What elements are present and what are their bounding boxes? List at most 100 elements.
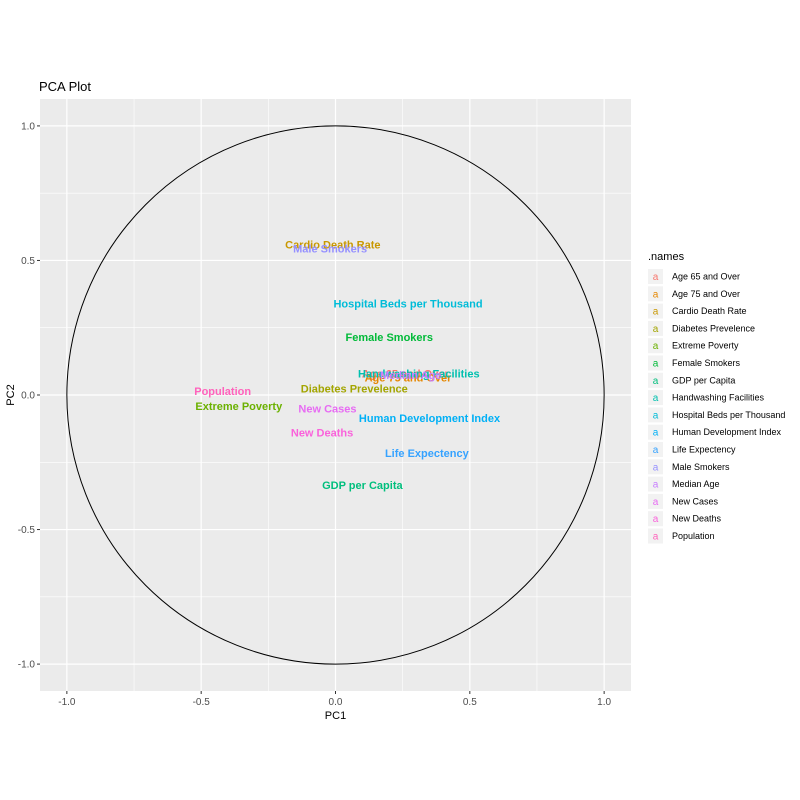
legend-key-background [648,407,663,423]
legend-item-male-smokers: a Male Smokers [648,459,730,475]
legend-item-extreme-poverty: a Extreme Poverty [648,338,739,354]
legend-key-glyph: a [653,480,659,491]
legend-key-glyph: a [653,393,659,404]
legend-key-glyph: a [653,462,659,473]
point-label-handwashing-facilities: Handwashing Facilities [358,368,480,380]
point-label-hospital-beds-per-thousand: Hospital Beds per Thousand [333,299,482,311]
major-gridlines [40,99,631,691]
legend-key-glyph: a [653,289,659,300]
legend-item-life-expectency: a Life Expectency [648,442,736,457]
legend-key-background [648,459,663,475]
legend-key-glyph: a [653,445,659,456]
legend-item-age-75-and-over: a Age 75 and Over [648,286,740,302]
x-axis-title: PC1 [325,710,346,722]
legend-key-glyph: a [653,514,659,525]
point-label-cardio-death-rate: Cardio Death Rate [285,239,380,251]
legend-item-new-cases: a New Cases [648,493,719,509]
y-tick-label: 0.5 [21,256,35,267]
legend-key-background [648,355,663,371]
point-label-median-age: Median Age [380,370,441,382]
legend-label: New Deaths [672,514,722,524]
legend-key-background [648,372,663,388]
legend-label: Cardio Death Rate [672,306,747,316]
y-axis-ticks: -1.0 -0.5 0.0 0.5 1.0 [18,121,40,671]
legend-item-gdp-per-capita: a GDP per Capita [648,372,735,388]
legend-key-background [648,390,663,406]
unit-circle-layer [66,125,605,665]
point-label-age-75-and-over: Age 75 and Over [365,373,453,385]
point-label-diabetes-prevelence: Diabetes Prevelence [301,383,408,395]
point-label-life-expectency: Life Expectency [385,448,470,460]
legend-item-diabetes-prevelence: a Diabetes Prevelence [648,320,755,336]
legend-key-background [648,338,663,354]
legend-label: Handwashing Facilities [672,393,765,403]
legend-label: Hospital Beds per Thousand [672,410,785,420]
chart-title: PCA Plot [39,79,91,94]
legend-label: Male Smokers [672,462,730,472]
point-label-new-deaths: New Deaths [291,428,353,440]
y-axis-title: PC2 [5,384,17,405]
legend-items: a Age 65 and Over a Age 75 and Over a Cardio … [648,269,785,544]
legend-key-background [648,511,663,527]
legend-label: Age 65 and Over [672,272,740,282]
legend-key-glyph: a [653,532,659,543]
x-tick-label: -1.0 [58,697,76,708]
legend-label: Median Age [672,479,720,489]
legend-label: Female Smokers [672,358,741,368]
point-label-male-smokers: Male Smokers [293,243,367,255]
legend-key-glyph: a [653,272,659,283]
unit-circle [66,125,605,665]
x-tick-label: 1.0 [597,697,611,708]
legend-key-glyph: a [653,324,659,335]
legend-label: Extreme Poverty [672,341,739,351]
legend-label: Human Development Index [672,427,782,437]
legend-key-background [648,269,663,284]
point-label-female-smokers: Female Smokers [346,332,433,344]
legend-key-background [648,424,663,440]
legend-item-age-65-and-over: a Age 65 and Over [648,269,740,284]
legend-item-human-development-index: a Human Development Index [648,424,782,440]
legend-key-glyph: a [653,428,659,439]
point-label-age-65-and-over: Age 65 and Over [362,368,450,380]
point-label-gdp-per-capita: GDP per Capita [322,480,403,492]
y-tick-label: 1.0 [21,121,35,132]
legend-key-background [648,476,663,492]
legend-key-glyph: a [653,376,659,387]
legend-label: Life Expectency [672,445,736,455]
legend-label: New Cases [672,496,719,506]
legend-label: Diabetes Prevelence [672,323,755,333]
legend-item-hospital-beds-per-thousand: a Hospital Beds per Thousand [648,407,785,423]
y-tick-label: 0.0 [21,391,35,402]
legend-item-cardio-death-rate: a Cardio Death Rate [648,303,747,319]
legend-item-female-smokers: a Female Smokers [648,355,741,371]
legend-key-background [648,303,663,319]
legend-key-background [648,320,663,336]
x-tick-label: -0.5 [193,697,211,708]
point-label-population: Population [194,386,251,398]
legend-key-glyph: a [653,341,659,352]
legend-label: Age 75 and Over [672,289,740,299]
y-tick-label: -0.5 [18,525,36,536]
legend-key-glyph: a [653,307,659,318]
point-label-extreme-poverty: Extreme Poverty [195,401,283,413]
legend-key-glyph: a [653,359,659,370]
y-tick-label: -1.0 [18,660,36,671]
legend-item-population: a Population [648,528,715,544]
legend-key-glyph: a [653,410,659,421]
legend-title: .names [648,251,685,263]
legend-item-handwashing-facilities: a Handwashing Facilities [648,390,765,406]
legend-item-median-age: a Median Age [648,476,720,492]
legend-key-background [648,286,663,302]
legend-key-glyph: a [653,497,659,508]
legend-item-new-deaths: a New Deaths [648,511,722,527]
legend-label: Population [672,531,715,541]
legend-key-background [648,442,663,457]
x-axis-ticks: -1.0 -0.5 0.0 0.5 1.0 [58,691,612,708]
legend-key-background [648,528,663,544]
x-tick-label: 0.0 [329,697,343,708]
point-label-human-development-index: Human Development Index [359,413,501,425]
